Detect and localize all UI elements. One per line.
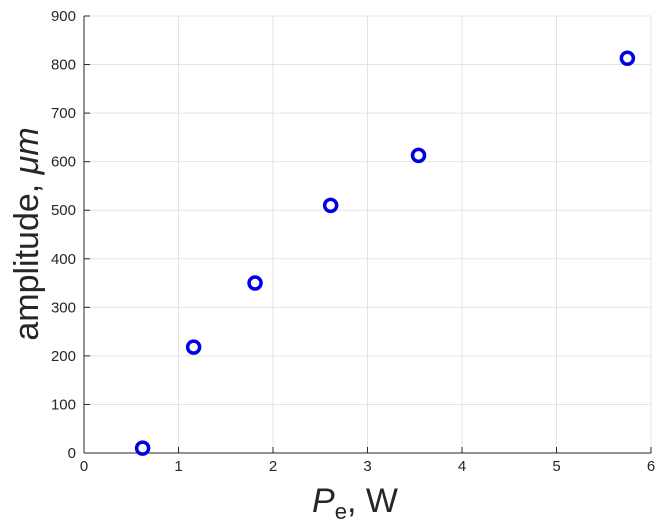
y-tick-label: 100 (51, 396, 76, 413)
data-point-marker (619, 50, 636, 66)
x-tick-label: 6 (647, 458, 655, 475)
x-tick-label: 1 (174, 458, 182, 475)
y-tick-label: 200 (51, 348, 76, 365)
y-tick-label: 600 (51, 154, 76, 171)
axes (83, 15, 652, 454)
x-tick-label: 2 (269, 458, 277, 475)
data-point-marker (134, 440, 151, 456)
y-tick-label: 300 (51, 299, 76, 316)
y-tick-label: 700 (51, 105, 76, 122)
x-axis-subscript: e (335, 499, 347, 521)
x-tick-label: 0 (80, 458, 88, 475)
data-point-marker (410, 147, 427, 164)
data-point-marker (185, 339, 202, 355)
data-point-marker (322, 197, 339, 214)
y-tick-label: 800 (51, 57, 76, 74)
x-tick-label: 5 (552, 458, 560, 475)
grid-lines (83, 15, 652, 454)
x-axis-symbol: P (312, 482, 335, 520)
data-point-marker (247, 275, 263, 291)
y-tick-label: 0 (68, 445, 76, 462)
x-axis-title: Pe, W (312, 482, 398, 521)
data-points (134, 50, 636, 456)
y-axis-title: amplitude, μm (8, 127, 46, 340)
y-tick-label: 400 (51, 251, 76, 268)
x-tick-label: 4 (458, 458, 466, 475)
y-axis-unit: μm (8, 127, 46, 175)
tick-labels: 0 1 2 3 4 5 6 0 100 200 300 400 500 600 700 800 900 (51, 8, 655, 475)
x-axis-unit: , W (347, 482, 398, 520)
y-axis-text: amplitude, (8, 174, 46, 340)
y-tick-label: 500 (51, 202, 76, 219)
y-tick-label: 900 (51, 8, 76, 25)
x-tick-label: 3 (363, 458, 371, 475)
